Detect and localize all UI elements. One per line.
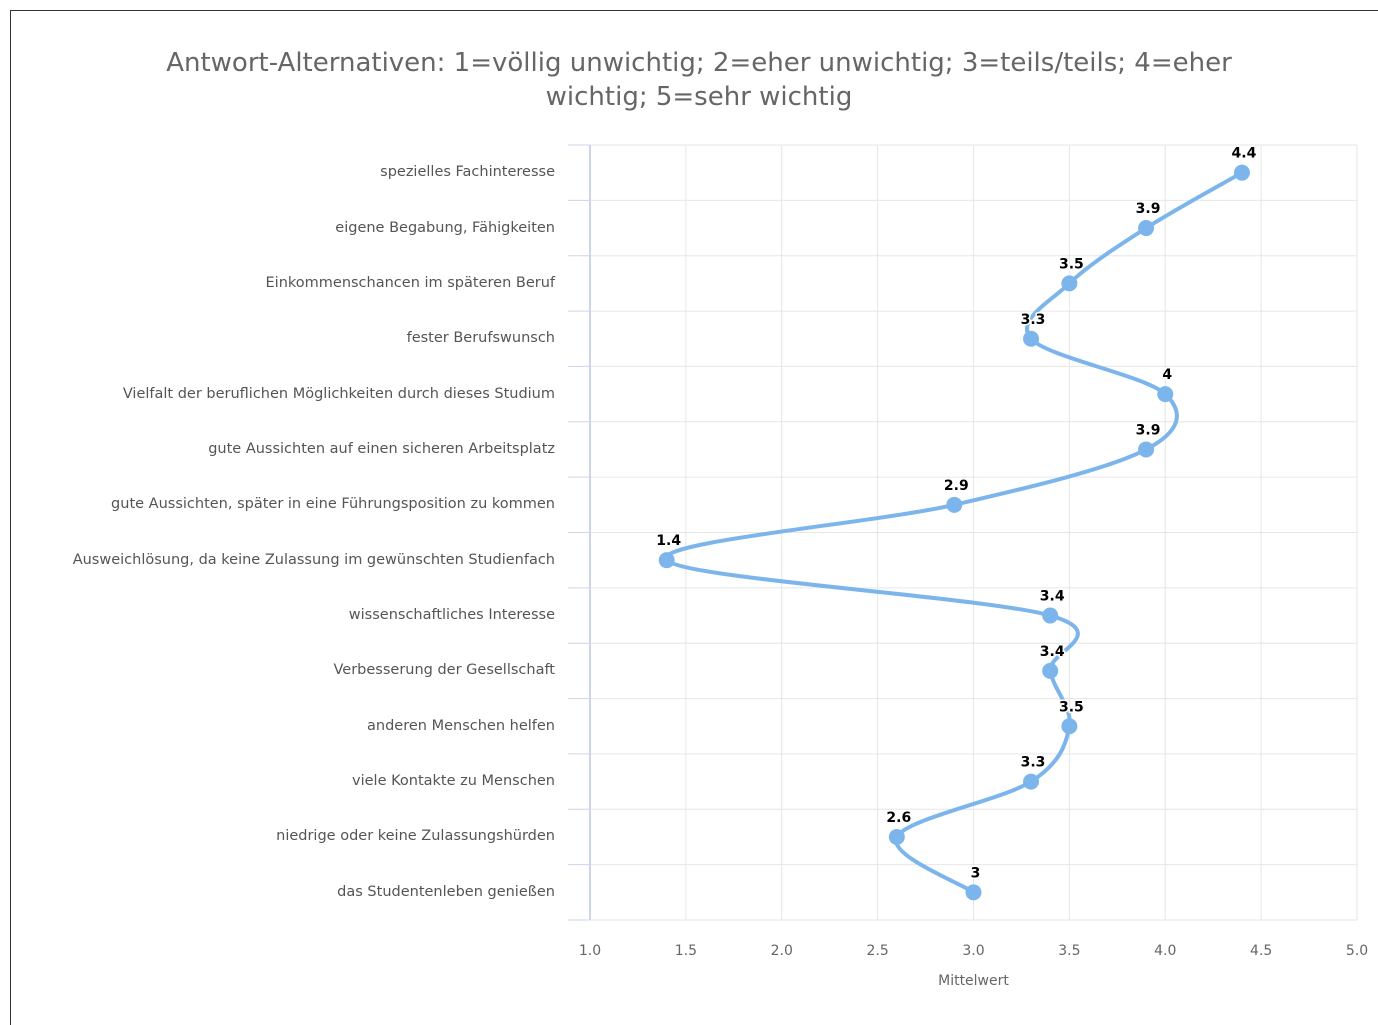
x-axis-title: Mittelwert bbox=[938, 973, 1009, 989]
y-tick-label: Ausweichlösung, da keine Zulassung im ge… bbox=[72, 551, 555, 568]
y-tick-label: Vielfalt der beruflichen Möglichkeiten d… bbox=[122, 385, 555, 402]
data-label: 2.6 bbox=[886, 810, 911, 826]
data-label: 3.4 bbox=[1040, 589, 1065, 605]
y-tick-label: anderen Menschen helfen bbox=[367, 717, 555, 734]
data-label: 4 bbox=[1162, 367, 1172, 383]
data-label: 2.9 bbox=[944, 478, 969, 494]
x-tick-label: 5.0 bbox=[1346, 943, 1368, 959]
y-tick-label: gute Aussichten auf einen sicheren Arbei… bbox=[208, 440, 555, 457]
data-label: 3.5 bbox=[1059, 699, 1084, 715]
x-tick-label: 3.5 bbox=[1058, 943, 1080, 959]
line bbox=[664, 170, 1243, 895]
marker bbox=[1233, 164, 1250, 181]
x-tick-label: 3.0 bbox=[962, 943, 984, 959]
x-tick-label: 1.5 bbox=[675, 943, 697, 959]
y-tick-label: Verbesserung der Gesellschaft bbox=[333, 662, 555, 679]
data-label: 3.9 bbox=[1136, 422, 1161, 438]
marker bbox=[1061, 718, 1078, 735]
data-label: 4.4 bbox=[1232, 146, 1257, 162]
marker bbox=[1023, 773, 1040, 790]
x-tick-label: 4.0 bbox=[1154, 943, 1176, 959]
y-tick-label: wissenschaftliches Interesse bbox=[348, 607, 555, 624]
y-tick-label: Einkommenschancen im späteren Beruf bbox=[265, 274, 555, 291]
marker bbox=[1042, 662, 1059, 679]
data-label: 3.5 bbox=[1059, 256, 1084, 272]
y-tick-label: gute Aussichten, später in eine Führungs… bbox=[111, 496, 555, 513]
y-tick-label: fester Berufswunsch bbox=[406, 330, 555, 347]
data-label: 3.3 bbox=[1021, 755, 1046, 771]
marker bbox=[1023, 330, 1040, 347]
marker bbox=[1138, 220, 1155, 237]
marker bbox=[888, 828, 905, 845]
x-tick-label: 2.5 bbox=[866, 943, 888, 959]
marker bbox=[1157, 386, 1174, 403]
marker bbox=[1042, 607, 1059, 624]
y-tick-label: eigene Begabung, Fähigkeiten bbox=[335, 219, 555, 236]
y-tick-label: viele Kontakte zu Menschen bbox=[352, 773, 555, 790]
y-tick-label: das Studentenleben genießen bbox=[337, 883, 555, 900]
marker bbox=[946, 496, 963, 513]
x-tick-label: 4.5 bbox=[1250, 943, 1272, 959]
data-label: 1.4 bbox=[656, 533, 681, 549]
x-tick-label: 2.0 bbox=[771, 943, 793, 959]
marker bbox=[658, 552, 675, 569]
chart-title: Antwort-Alternativen: 1=völlig unwichtig… bbox=[166, 48, 1232, 112]
y-tick-label: niedrige oder keine Zulassungshürden bbox=[276, 828, 555, 845]
data-label: 3.9 bbox=[1136, 201, 1161, 217]
y-tick-label: spezielles Fachinteresse bbox=[380, 164, 555, 181]
x-tick-label: 1.0 bbox=[579, 943, 601, 959]
frame bbox=[10, 10, 1378, 1025]
data-label: 3 bbox=[971, 865, 981, 881]
marker bbox=[965, 884, 982, 901]
data-label: 3.4 bbox=[1040, 644, 1065, 660]
marker bbox=[1138, 441, 1155, 458]
data-label: 3.3 bbox=[1021, 312, 1046, 328]
marker bbox=[1061, 275, 1078, 292]
